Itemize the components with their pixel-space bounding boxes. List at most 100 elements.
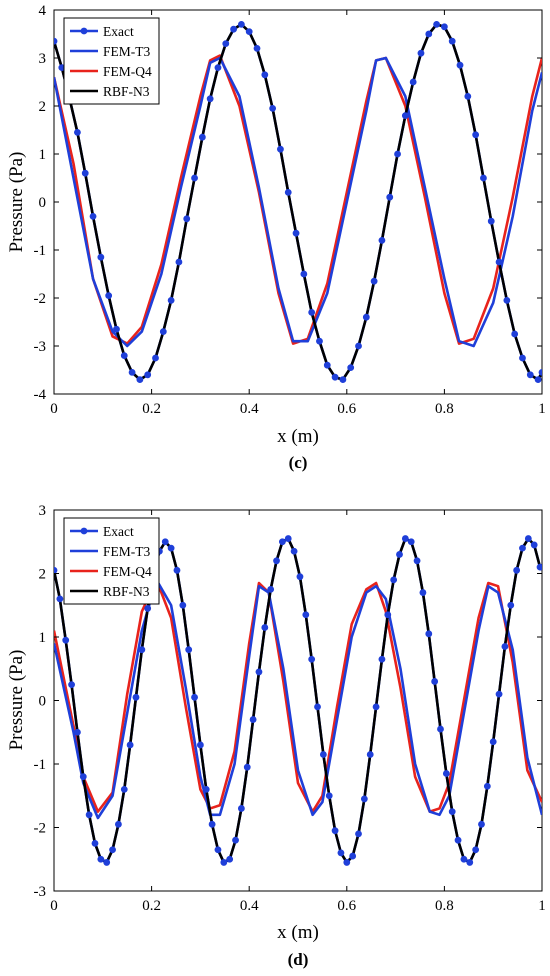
data-point-exact — [237, 20, 245, 28]
data-point-exact — [419, 589, 427, 596]
data-point-exact — [480, 174, 487, 182]
data-point-exact — [454, 836, 462, 844]
data-point-exact — [97, 253, 105, 261]
data-point-exact — [431, 678, 439, 685]
legend-entry: RBF-N3 — [103, 84, 150, 99]
data-point-exact — [308, 655, 316, 663]
legend-entry: FEM-T3 — [103, 544, 151, 559]
data-point-exact — [206, 95, 214, 103]
legend-entry: FEM-Q4 — [103, 564, 152, 579]
data-point-exact — [362, 313, 370, 321]
y-tick-label: -2 — [34, 821, 47, 837]
data-point-exact — [222, 40, 230, 47]
data-point-exact — [136, 376, 144, 383]
data-point-exact — [316, 337, 323, 345]
data-point-exact — [85, 811, 93, 819]
data-point-exact — [120, 786, 128, 793]
data-point-exact — [460, 855, 468, 863]
data-point-exact — [237, 805, 245, 812]
y-tick-label: -1 — [34, 243, 47, 259]
data-point-exact — [68, 681, 75, 689]
data-point-exact — [323, 361, 331, 369]
data-point-exact — [489, 738, 497, 746]
y-tick-label: -3 — [34, 884, 47, 900]
legend-marker — [80, 27, 88, 35]
data-point-exact — [343, 859, 351, 866]
x-tick-label: 0.2 — [142, 401, 161, 417]
data-point-exact — [179, 601, 187, 609]
data-point-exact — [277, 145, 284, 153]
data-point-exact — [437, 725, 444, 733]
data-point-exact — [440, 23, 448, 31]
y-tick-label: 0 — [39, 195, 47, 211]
data-point-exact — [495, 258, 503, 266]
x-ticks: 0 0.2 0.4 0.6 0.8 1 — [50, 10, 546, 417]
data-point-exact — [384, 611, 392, 619]
data-point-exact — [196, 741, 204, 749]
y-tick-label: 1 — [39, 147, 47, 163]
data-point-exact — [191, 693, 198, 701]
data-point-exact — [472, 846, 480, 854]
data-point-exact — [161, 538, 169, 546]
data-point-exact — [126, 741, 134, 749]
data-point-exact — [355, 830, 362, 838]
data-point-exact — [185, 646, 193, 654]
data-point-exact — [226, 855, 234, 863]
y-ticks: 3 2 1 0 -1 -2 -3 — [34, 503, 542, 900]
data-point-exact — [214, 64, 222, 71]
data-point-exact — [417, 49, 425, 57]
data-point-exact — [167, 296, 175, 304]
data-point-exact — [81, 169, 89, 177]
data-point-exact — [425, 30, 433, 38]
data-point-exact — [511, 330, 519, 338]
data-point-exact — [501, 643, 509, 650]
x-tick-label: 0 — [50, 898, 58, 914]
data-point-exact — [314, 703, 321, 711]
data-point-exact — [366, 751, 374, 758]
data-point-exact — [105, 292, 113, 299]
data-point-exact — [483, 782, 491, 790]
data-point-exact — [220, 859, 228, 866]
data-point-exact — [390, 576, 398, 584]
data-point-exact — [292, 229, 300, 237]
data-point-exact — [198, 133, 206, 141]
x-tick-label: 1 — [538, 898, 546, 914]
x-tick-label: 1 — [538, 401, 546, 417]
data-point-exact — [495, 690, 503, 698]
data-point-exact — [253, 45, 261, 52]
series-layer — [54, 535, 542, 866]
data-point-exact — [89, 212, 97, 220]
x-axis-label: x (m) — [277, 426, 319, 447]
data-point-exact — [487, 217, 495, 225]
data-point-exact — [466, 859, 474, 866]
x-tick-label: 0.8 — [435, 898, 454, 914]
data-point-exact — [526, 371, 534, 379]
x-tick-label: 0.4 — [240, 401, 259, 417]
data-point-exact — [128, 368, 136, 376]
y-tick-label: -2 — [34, 291, 47, 307]
data-point-exact — [396, 551, 403, 558]
data-point-exact — [448, 808, 456, 816]
y-tick-label: 0 — [39, 694, 47, 710]
data-point-exact — [464, 93, 472, 100]
data-point-exact — [261, 71, 269, 79]
chart-panel-d: 0 0.2 0.4 0.6 0.8 1 3 2 1 0 -1 -2 -3 x (m) Pressure… — [6, 503, 546, 969]
data-point-exact — [74, 128, 81, 136]
data-point-exact — [401, 535, 409, 542]
data-point-exact — [269, 105, 277, 112]
data-point-exact — [407, 538, 415, 546]
data-point-exact — [472, 131, 480, 139]
data-point-exact — [152, 354, 159, 362]
data-point-exact — [290, 547, 298, 555]
data-point-exact — [62, 636, 70, 644]
data-point-exact — [245, 28, 253, 35]
data-point-exact — [54, 37, 58, 45]
y-tick-label: 3 — [39, 503, 47, 519]
y-tick-label: 2 — [39, 567, 47, 583]
data-point-exact — [347, 364, 355, 371]
data-point-exact — [370, 277, 378, 285]
series-line-fem-t3 — [54, 578, 542, 820]
data-point-exact — [503, 296, 511, 304]
data-point-exact — [261, 624, 269, 631]
data-point-exact — [319, 751, 327, 758]
